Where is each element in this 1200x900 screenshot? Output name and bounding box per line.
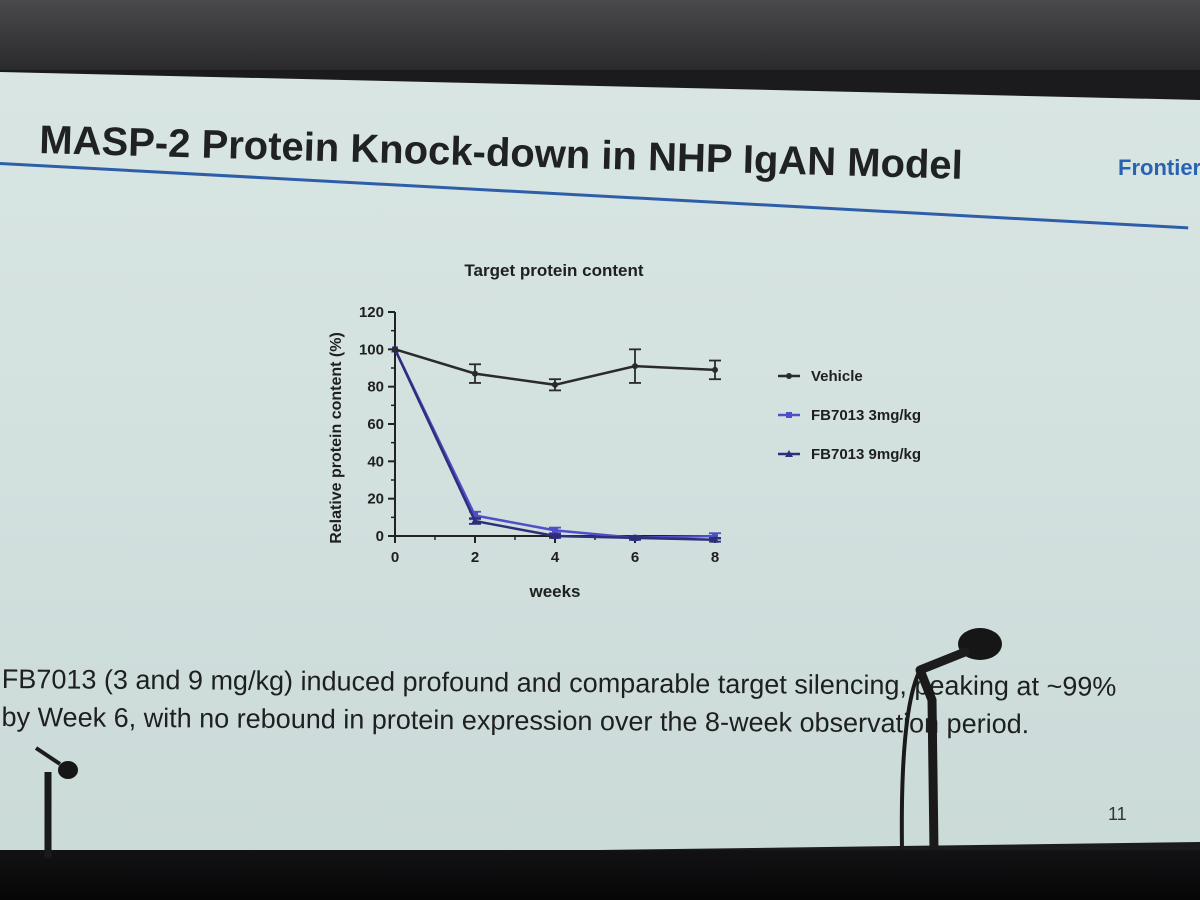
data-point	[552, 527, 558, 534]
y-tick-label: 40	[367, 453, 384, 470]
y-tick-label: 60	[367, 416, 384, 433]
microphone-icon-right	[899, 628, 1002, 851]
legend-item: FB7013 9mg/kg	[778, 446, 921, 463]
audience-area	[0, 850, 1200, 900]
chart-title: Target protein content	[464, 261, 643, 280]
series-line	[393, 348, 716, 541]
legend-item: FB7013 3mg/kg	[778, 407, 921, 424]
data-point	[472, 512, 478, 519]
chart-series	[391, 345, 721, 543]
y-tick-label: 0	[376, 528, 384, 545]
x-tick-label: 0	[391, 549, 399, 566]
chart-axes: 0 20 40 60 80 100 120 0 2 4 6 8	[359, 304, 719, 566]
data-point	[711, 535, 719, 543]
page-number: 11	[1108, 804, 1127, 824]
series-3	[391, 345, 721, 543]
data-point	[552, 381, 558, 388]
data-point	[712, 366, 718, 373]
data-point	[472, 370, 478, 377]
ceiling-background	[0, 0, 1200, 70]
y-axis-label: Relative protein content (%)	[328, 332, 345, 544]
y-tick-label: 100	[359, 341, 384, 358]
y-tick-label: 120	[359, 304, 384, 321]
legend-marker	[785, 450, 793, 457]
x-axis-label: weeks	[528, 582, 580, 601]
series-2	[392, 346, 721, 541]
data-point	[631, 533, 639, 541]
legend-label: FB7013 9mg/kg	[811, 446, 921, 463]
legend-label: FB7013 3mg/kg	[811, 407, 921, 424]
y-tick-label: 80	[367, 379, 384, 396]
chart-legend: Vehicle FB7013 3mg/kg FB7013 9mg/kg	[778, 368, 921, 463]
legend-marker	[786, 373, 792, 379]
series-line	[393, 348, 716, 540]
legend-item: Vehicle	[778, 368, 863, 385]
data-point	[471, 517, 479, 525]
microphone-icon-left	[34, 746, 78, 858]
series-1	[392, 346, 721, 392]
line-chart: Target protein content Relative protein …	[328, 261, 921, 601]
x-tick-label: 8	[711, 549, 719, 566]
slide-title: MASP-2 Protein Knock-down in NHP IgAN Mo…	[38, 118, 964, 188]
x-tick-label: 2	[471, 549, 479, 566]
data-point	[632, 363, 638, 370]
y-tick-label: 20	[367, 491, 384, 508]
x-tick-label: 4	[551, 549, 560, 566]
legend-marker	[786, 412, 792, 418]
data-point	[551, 532, 559, 539]
x-tick-label: 6	[631, 549, 639, 566]
legend-label: Vehicle	[811, 368, 863, 385]
data-point	[392, 346, 398, 353]
frontier-logo: Frontier	[1118, 155, 1200, 180]
